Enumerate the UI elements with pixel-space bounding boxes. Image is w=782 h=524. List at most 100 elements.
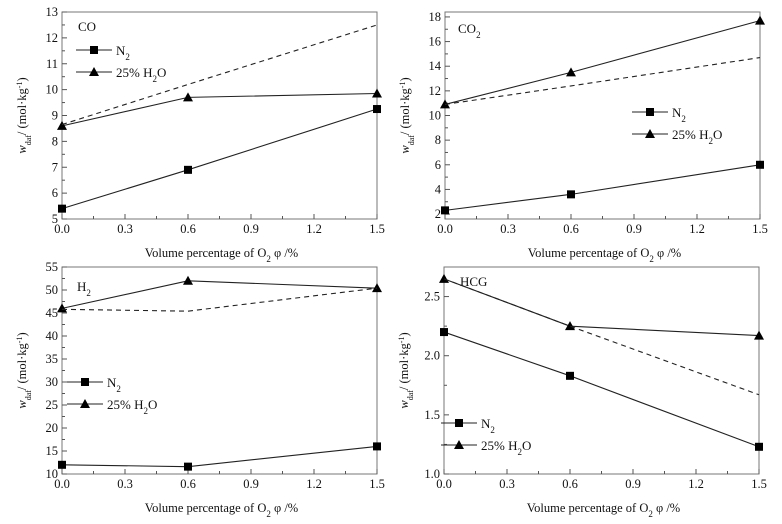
legend: N2 25% H2O [67,375,157,416]
dashed-trend-line [444,57,761,105]
data-point-square [567,190,575,199]
y-tick-label: 18 [429,10,442,24]
legend: N2 25% H2O [441,416,531,457]
legend-label: N2 [672,105,686,124]
y-tick-label: 40 [46,329,59,343]
panel-label: CO2 [458,21,481,40]
data-point-triangle [372,88,382,98]
data-point-square [440,328,448,337]
y-tick-label: 55 [46,260,59,274]
y-tick-label: 2.0 [424,349,440,363]
x-tick-label: 0.3 [500,222,516,236]
legend-marker-square [646,108,654,116]
x-tick-label: 0.6 [180,477,196,491]
y-tick-label: 9 [52,109,58,123]
series-line-n2 [61,445,378,468]
x-tick-label: 0.0 [436,477,452,491]
y-tick-label: 4 [435,182,442,196]
legend-label: 25% H2O [481,438,531,457]
y-tick-label: 15 [46,444,59,458]
y-axis-title: wdaf/ (mol·kg-1) [398,77,416,153]
data-point-triangle [183,275,193,285]
x-tick-label: 1.2 [689,222,705,236]
y-tick-label: 5 [52,212,58,226]
chart-panel-1: 0.0 0.3 0.6 0.9 1.2 1.5 2 4 6 8 10 12 14 16 18 Volume p… [398,10,768,264]
data-point-square [373,105,381,114]
chart-panel-2: 0.0 0.3 0.6 0.9 1.2 1.5 10 15 20 25 30 35 40 45 50 55 Vo… [15,260,385,519]
data-point-triangle [566,67,576,77]
y-tick-label: 50 [46,283,59,297]
plot-frame [444,11,761,220]
legend-label: 25% H2O [672,127,722,146]
y-tick-label: 20 [46,421,59,435]
x-tick-label: 0.0 [437,222,453,236]
y-tick-label: 25 [46,398,59,412]
y-tick-label: 1.0 [424,467,440,481]
y-tick-label: 12 [429,84,442,98]
x-tick-label: 0.0 [54,222,70,236]
panel-label: HCG [460,274,487,289]
x-tick-label: 0.6 [562,477,578,491]
x-tick-label: 1.5 [369,222,385,236]
data-point-square [58,460,66,469]
x-tick-label: 0.3 [499,477,515,491]
x-tick-label: 0.3 [117,222,133,236]
y-tick-label: 6 [52,186,58,200]
data-point-square [184,165,192,174]
data-point-triangle [754,330,764,340]
x-axis-title: Volume percentage of O2 φ /% [527,501,680,519]
x-axis-title: Volume percentage of O2 φ /% [528,246,681,264]
dashed-trend-line [61,24,378,126]
data-point-square [441,206,449,215]
y-tick-label: 2.5 [424,290,440,304]
x-tick-label: 1.2 [306,222,322,236]
legend: N2 25% H2O [632,105,722,146]
legend-label: N2 [481,416,495,435]
dashed-trend-line [61,287,378,312]
y-tick-label: 45 [46,306,59,320]
series-line-25-h2o [61,280,378,309]
y-tick-label: 11 [46,57,58,71]
legend-label: N2 [107,375,121,394]
series-line-n2 [61,108,378,210]
panel-label: H2 [77,279,91,298]
series-line-25-h2o [443,278,760,337]
y-tick-label: 30 [46,375,59,389]
x-tick-label: 0.9 [243,477,259,491]
legend-marker-triangle [89,67,99,76]
legend: N2 25% H2O [76,43,166,84]
legend-label: N2 [116,43,130,62]
series-line-n2 [444,164,761,211]
y-tick-label: 12 [46,31,59,45]
data-point-square [373,442,381,451]
chart-panel-3: 0.0 0.3 0.6 0.9 1.2 1.5 1.0 1.5 2.0 2.5 Volume per… [397,266,767,519]
chart-panel-0: 0.0 0.3 0.6 0.9 1.2 1.5 5 6 7 8 9 10 11 12 13 Volume pe… [15,5,385,264]
legend-marker-triangle [80,399,90,408]
y-tick-label: 6 [435,158,441,172]
y-axis-title: wdaf/ (mol·kg-1) [15,332,33,408]
y-tick-label: 35 [46,352,59,366]
y-tick-label: 10 [46,467,59,481]
data-point-square [58,204,66,213]
x-tick-label: 1.5 [369,477,385,491]
y-tick-label: 7 [52,160,58,174]
legend-marker-square [455,419,463,427]
data-point-triangle [372,283,382,293]
data-point-square [566,371,574,380]
legend-marker-square [90,46,98,54]
y-axis-title: wdaf/ (mol·kg-1) [397,332,415,408]
data-point-square [755,442,763,451]
legend-label: 25% H2O [107,397,157,416]
data-point-square [756,160,764,169]
series-line-25-h2o [444,20,761,105]
y-tick-label: 2 [435,207,441,221]
data-point-triangle [57,120,67,130]
x-tick-label: 0.6 [180,222,196,236]
y-tick-label: 14 [429,59,442,73]
y-tick-label: 10 [46,83,59,97]
panel-label: CO [78,19,96,34]
legend-marker-triangle [454,440,464,449]
x-axis-title: Volume percentage of O2 φ /% [145,501,298,519]
y-tick-label: 16 [429,35,442,49]
